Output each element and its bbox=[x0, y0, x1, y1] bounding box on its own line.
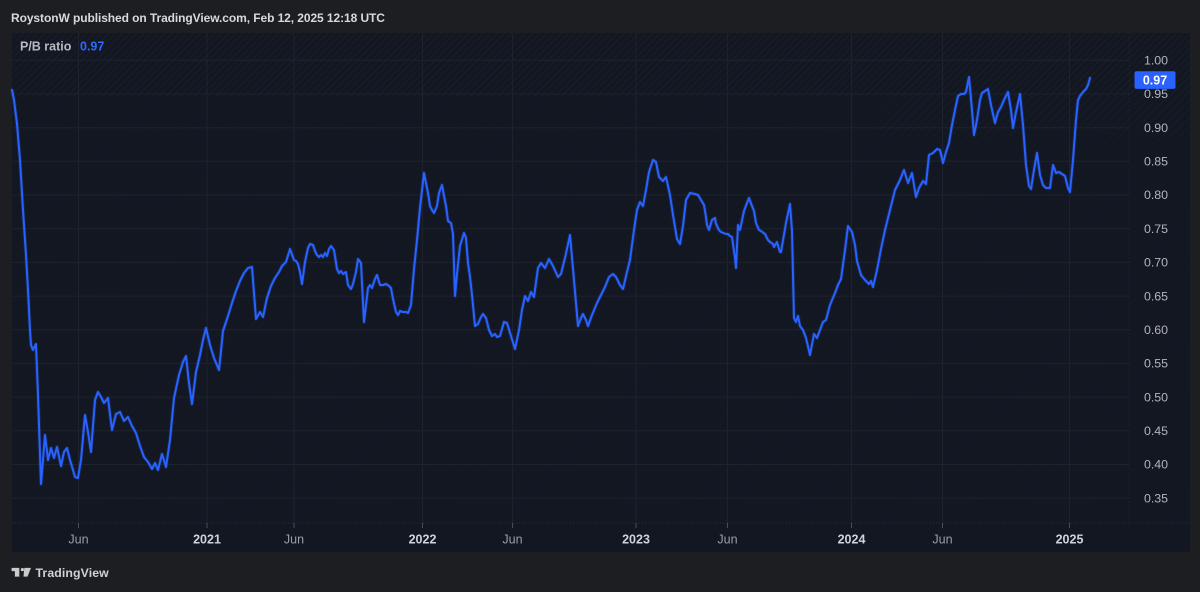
svg-text:0.55: 0.55 bbox=[1144, 357, 1168, 371]
svg-text:0.85: 0.85 bbox=[1144, 155, 1168, 169]
svg-text:0.50: 0.50 bbox=[1144, 390, 1168, 404]
svg-text:0.40: 0.40 bbox=[1144, 458, 1168, 472]
svg-text:2025: 2025 bbox=[1056, 533, 1084, 547]
svg-text:0.80: 0.80 bbox=[1144, 188, 1168, 202]
svg-text:2022: 2022 bbox=[409, 533, 437, 547]
svg-text:0.75: 0.75 bbox=[1144, 222, 1168, 236]
svg-text:Jun: Jun bbox=[68, 533, 88, 547]
svg-text:0.97: 0.97 bbox=[1143, 74, 1167, 88]
svg-text:TradingView: TradingView bbox=[36, 566, 110, 580]
svg-text:0.60: 0.60 bbox=[1144, 323, 1168, 337]
svg-text:1.00: 1.00 bbox=[1144, 54, 1168, 68]
svg-text:Jun: Jun bbox=[717, 533, 737, 547]
svg-text:2023: 2023 bbox=[622, 533, 650, 547]
svg-text:Jun: Jun bbox=[284, 533, 304, 547]
svg-text:0.70: 0.70 bbox=[1144, 256, 1168, 270]
svg-text:0.35: 0.35 bbox=[1144, 491, 1168, 505]
svg-text:0.65: 0.65 bbox=[1144, 289, 1168, 303]
svg-text:0.90: 0.90 bbox=[1144, 121, 1168, 135]
svg-text:RoystonW published on TradingV: RoystonW published on TradingView.com, F… bbox=[11, 11, 385, 25]
svg-text:Jun: Jun bbox=[932, 533, 952, 547]
svg-text:0.95: 0.95 bbox=[1144, 87, 1168, 101]
svg-text:2024: 2024 bbox=[838, 533, 866, 547]
svg-text:P/B ratio: P/B ratio bbox=[20, 40, 72, 54]
svg-text:0.97: 0.97 bbox=[80, 40, 104, 54]
svg-text:0.45: 0.45 bbox=[1144, 424, 1168, 438]
svg-text:2021: 2021 bbox=[193, 533, 221, 547]
svg-text:Jun: Jun bbox=[502, 533, 522, 547]
